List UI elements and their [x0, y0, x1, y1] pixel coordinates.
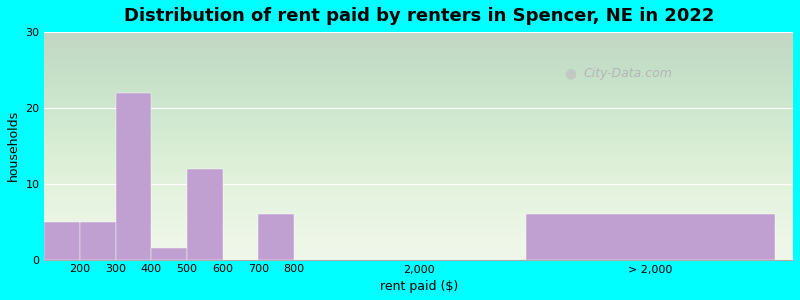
Bar	[526, 214, 775, 260]
Bar	[80, 222, 116, 260]
Y-axis label: households: households	[7, 110, 20, 182]
X-axis label: rent paid ($): rent paid ($)	[380, 280, 458, 293]
Bar	[187, 169, 222, 260]
Bar	[116, 93, 151, 260]
Bar	[258, 214, 294, 260]
Text: City-Data.com: City-Data.com	[583, 67, 672, 80]
Bar	[151, 248, 187, 260]
Title: Distribution of rent paid by renters in Spencer, NE in 2022: Distribution of rent paid by renters in …	[123, 7, 714, 25]
Bar	[45, 222, 80, 260]
Text: ●: ●	[565, 66, 577, 80]
